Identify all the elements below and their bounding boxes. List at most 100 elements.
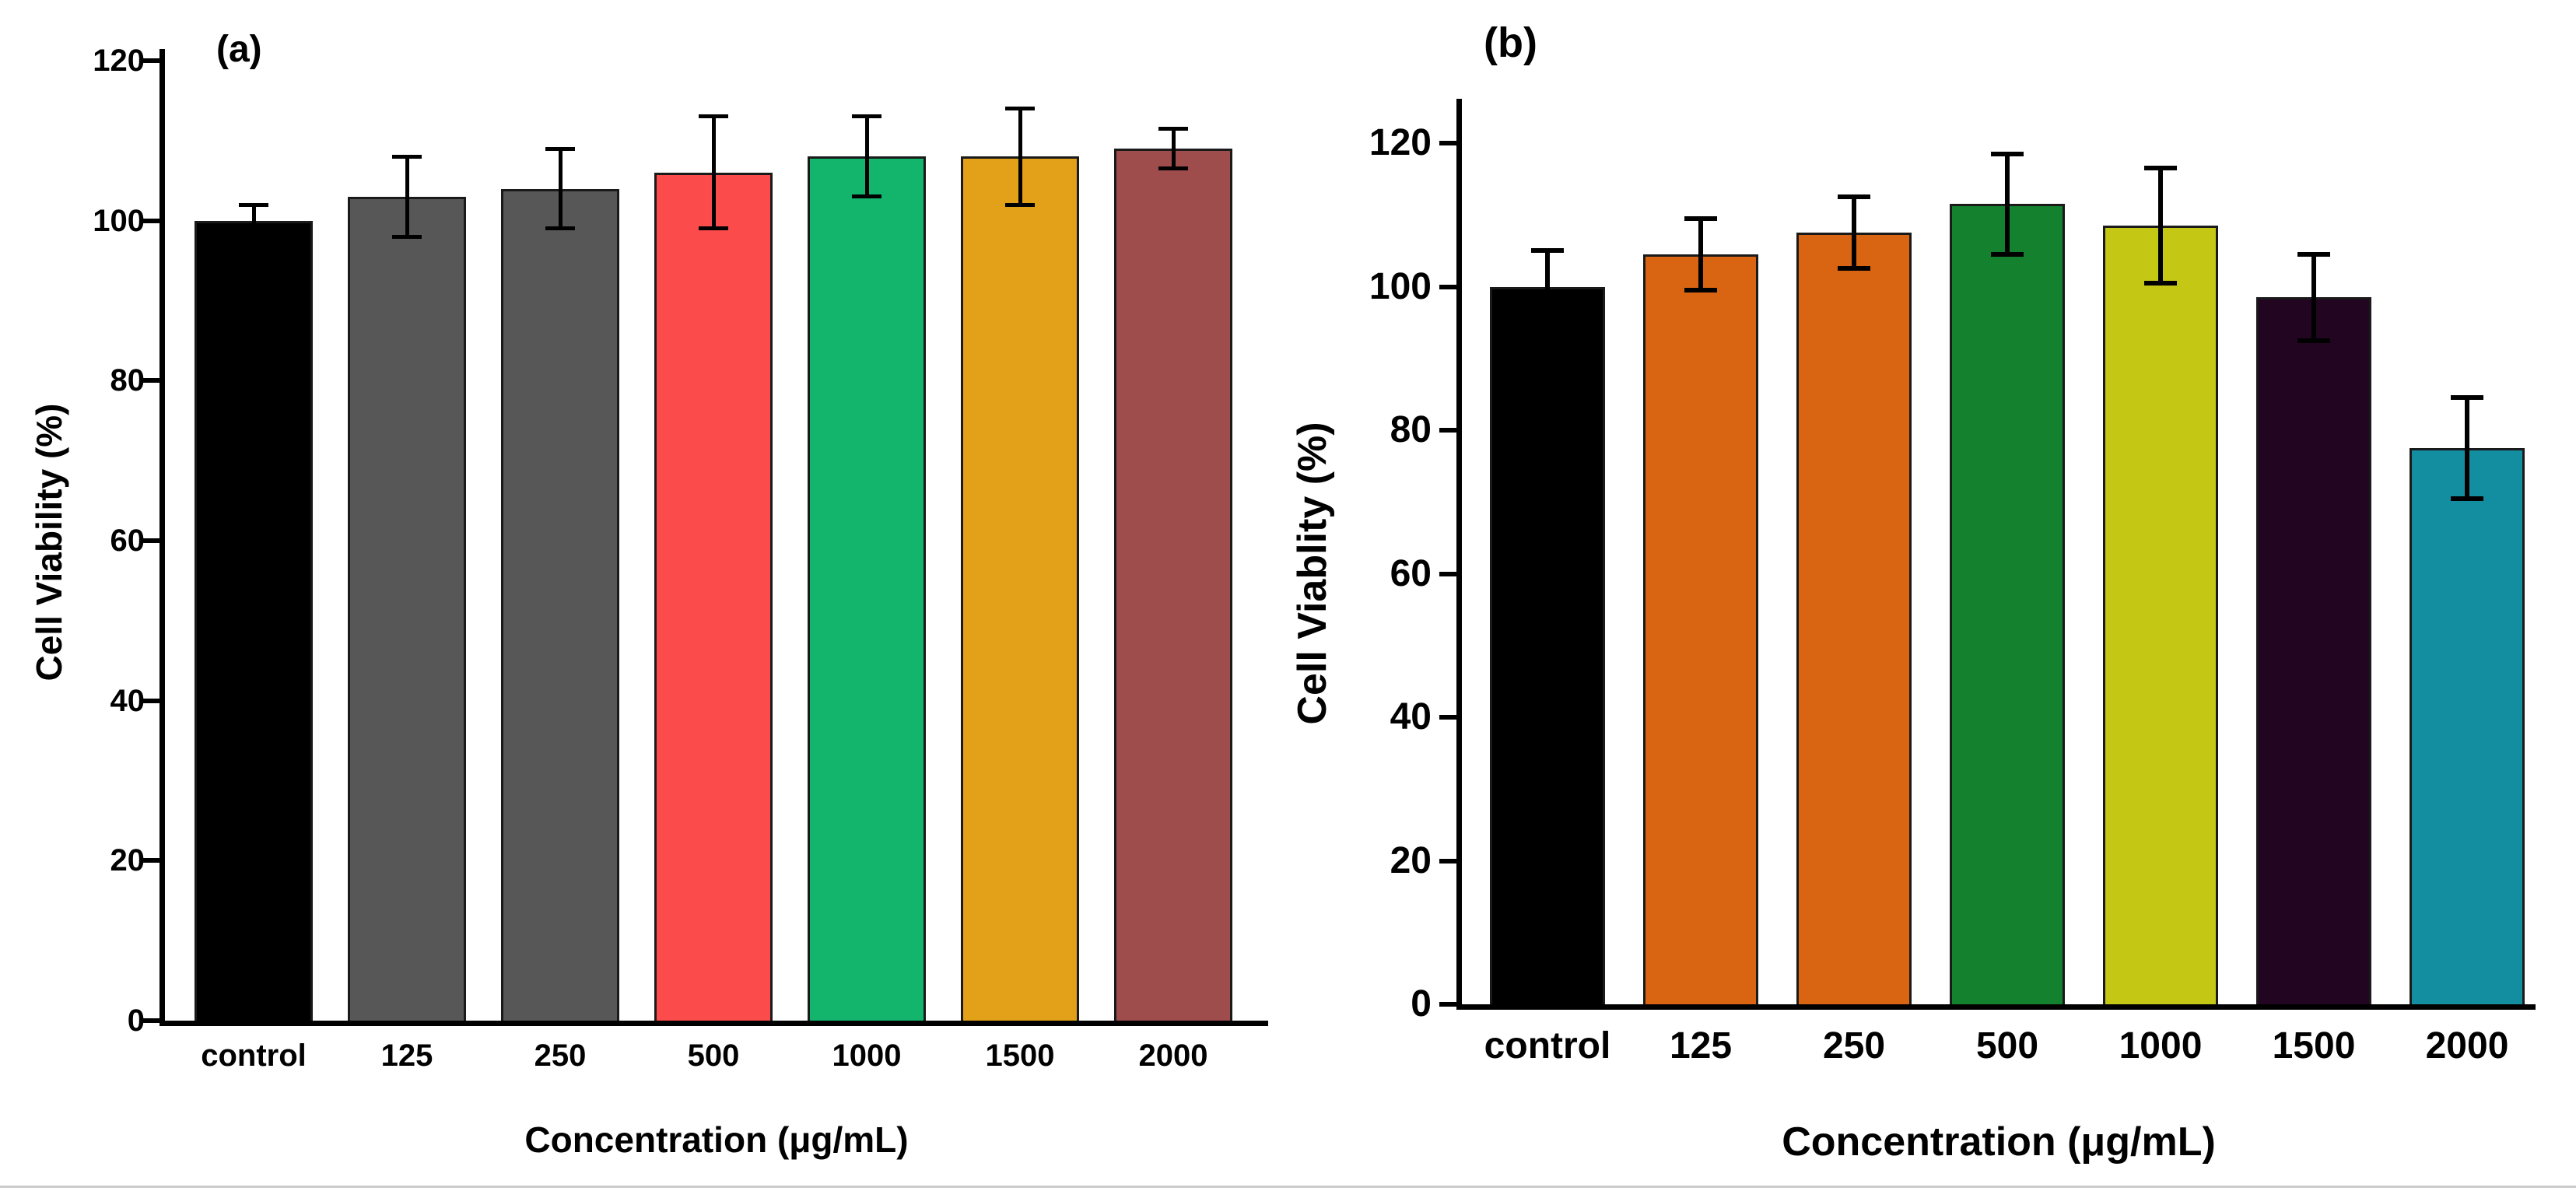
- error-bar-cap-top: [239, 202, 268, 207]
- error-bar-line: [1018, 108, 1022, 205]
- y-tick-mark: [142, 218, 159, 223]
- error-bar-cap-top: [2451, 395, 2483, 401]
- error-bar-cap-bottom: [2144, 280, 2177, 285]
- x-axis-line: [1456, 1004, 2536, 1010]
- x-tick-label: 1500: [985, 1039, 1055, 1073]
- error-bar-line: [711, 116, 716, 229]
- y-tick-label: 60: [1390, 552, 1432, 594]
- x-tick-label: 2000: [1138, 1039, 1208, 1073]
- bar-control: [1490, 286, 1605, 1004]
- chart-panel-a: (a) Cell Viability (%) Concentration (μg…: [29, 29, 1268, 1160]
- x-axis-line: [159, 1021, 1268, 1026]
- bar-2000: [2410, 448, 2525, 1004]
- y-tick-mark: [1439, 1002, 1456, 1007]
- error-bar-cap-top: [2144, 166, 2177, 171]
- bar-125: [1643, 254, 1758, 1004]
- error-bar-cap-bottom: [1531, 320, 1564, 325]
- y-tick-mark: [142, 698, 159, 703]
- error-bar-cap-top: [699, 114, 728, 119]
- error-bar-cap-top: [392, 154, 422, 159]
- bar-250: [1796, 233, 1912, 1004]
- error-bar-cap-bottom: [392, 234, 422, 239]
- error-bar-cap-bottom: [1991, 251, 2024, 257]
- error-bar-cap-bottom: [2451, 496, 2483, 501]
- error-bar-line: [251, 205, 256, 237]
- bar-500: [654, 172, 773, 1021]
- bottom-divider: [0, 1186, 2576, 1188]
- y-tick-label: 60: [110, 524, 145, 558]
- error-bar-line: [864, 116, 869, 197]
- error-bar-cap-top: [1684, 215, 1717, 221]
- error-bar-line: [1698, 218, 1703, 291]
- error-bar-cap-bottom: [852, 194, 881, 199]
- y-tick-mark: [142, 1018, 159, 1023]
- bar-1000: [808, 156, 926, 1021]
- y-tick-label: 40: [1390, 696, 1432, 738]
- x-tick-label: 125: [1669, 1025, 1733, 1067]
- error-bar-cap-top: [2297, 251, 2330, 257]
- error-bar-line: [2005, 153, 2010, 254]
- y-axis-line: [159, 49, 165, 1026]
- bar-control: [195, 220, 313, 1021]
- y-tick-mark: [142, 58, 159, 63]
- error-bar-line: [2465, 398, 2469, 499]
- error-bar-cap-top: [1005, 107, 1035, 111]
- y-tick-mark: [1439, 571, 1456, 576]
- bar-1500: [2256, 297, 2371, 1004]
- error-bar-line: [1852, 197, 1856, 269]
- y-tick-label: 80: [1390, 409, 1432, 451]
- y-tick-label: 80: [110, 363, 145, 398]
- panel-label-b: (b): [1484, 19, 1537, 66]
- x-tick-label: 125: [380, 1039, 433, 1073]
- y-tick-mark: [142, 538, 159, 543]
- x-axis-title-b: Concentration (μg/mL): [1782, 1119, 2216, 1165]
- error-bar-cap-bottom: [239, 234, 268, 239]
- error-bar-cap-bottom: [1684, 288, 1717, 293]
- x-tick-label: 500: [687, 1039, 740, 1073]
- x-axis-title-a: Concentration (μg/mL): [524, 1119, 909, 1160]
- bar-2000: [1114, 149, 1232, 1021]
- error-bar-cap-bottom: [2297, 338, 2330, 343]
- x-tick-label: control: [1484, 1025, 1611, 1067]
- panel-label-a: (a): [216, 29, 262, 70]
- error-bar-cap-top: [1838, 194, 1870, 200]
- bar-250: [501, 188, 619, 1021]
- error-bar-cap-top: [852, 114, 881, 119]
- bar-1000: [2103, 226, 2218, 1004]
- bar-125: [348, 196, 466, 1021]
- error-bar-cap-top: [1531, 248, 1564, 254]
- y-tick-label: 120: [1369, 122, 1432, 164]
- error-bar-line: [1171, 128, 1176, 169]
- error-bar-line: [1545, 250, 1550, 323]
- error-bar-line: [2158, 168, 2163, 283]
- y-tick-label: 0: [1411, 983, 1432, 1025]
- y-tick-mark: [142, 378, 159, 384]
- error-bar-cap-bottom: [545, 226, 575, 231]
- error-bar-cap-top: [545, 146, 575, 151]
- bar-1500: [961, 156, 1079, 1021]
- y-tick-label: 100: [1369, 265, 1432, 307]
- y-tick-mark: [1439, 141, 1456, 145]
- error-bar-cap-top: [1991, 151, 2024, 156]
- x-tick-label: 1000: [832, 1039, 902, 1073]
- y-tick-label: 120: [93, 44, 145, 78]
- x-tick-label: 250: [534, 1039, 587, 1073]
- error-bar-cap-bottom: [1158, 166, 1188, 171]
- x-tick-label: 1500: [2272, 1025, 2356, 1067]
- chart-panel-b: (b) Cell Viablity (%) Concentration (μg/…: [1288, 0, 2576, 1191]
- x-tick-label: control: [201, 1039, 307, 1073]
- y-tick-mark: [1439, 715, 1456, 720]
- y-tick-label: 20: [110, 843, 145, 878]
- error-bar-line: [558, 149, 563, 229]
- error-bar-cap-top: [1158, 126, 1188, 131]
- error-bar-cap-bottom: [699, 226, 728, 231]
- y-tick-label: 40: [110, 683, 145, 718]
- y-tick-label: 20: [1390, 839, 1432, 881]
- x-tick-label: 250: [1822, 1025, 1886, 1067]
- error-bar-line: [405, 156, 409, 237]
- x-tick-label: 500: [1975, 1025, 2039, 1067]
- y-tick-mark: [1439, 428, 1456, 433]
- y-tick-mark: [142, 858, 159, 863]
- y-tick-label: 100: [93, 203, 145, 238]
